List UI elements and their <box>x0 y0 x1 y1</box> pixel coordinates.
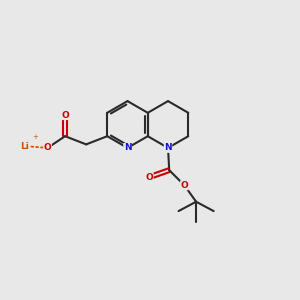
Text: N: N <box>164 143 172 152</box>
Text: O: O <box>181 181 188 190</box>
Text: O: O <box>44 143 51 152</box>
Text: O: O <box>146 173 153 182</box>
Text: Li: Li <box>20 142 29 151</box>
Text: +: + <box>32 134 38 140</box>
Text: O: O <box>61 111 69 120</box>
Text: N: N <box>124 143 131 152</box>
